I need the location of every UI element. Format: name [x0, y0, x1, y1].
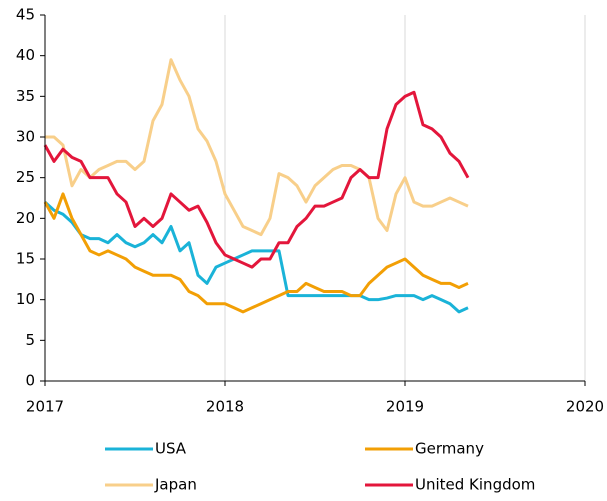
- series-line: [43, 192, 469, 314]
- y-tick-label: 35: [16, 87, 35, 105]
- legend-label: Germany: [415, 440, 484, 458]
- series-line: [43, 90, 470, 269]
- y-tick-label: 0: [25, 372, 35, 390]
- y-tick-label: 45: [16, 6, 35, 24]
- series-line: [45, 58, 469, 237]
- y-tick-label: 10: [16, 290, 35, 308]
- legend-label: USA: [155, 440, 187, 458]
- legend-label: Japan: [154, 476, 197, 494]
- legend-label: United Kingdom: [415, 476, 535, 494]
- y-tick-label: 30: [16, 128, 35, 146]
- x-tick-label: 2017: [26, 398, 64, 416]
- x-tick-label: 2020: [566, 398, 604, 416]
- y-tick-label: 20: [16, 209, 35, 227]
- series-line: [43, 200, 469, 314]
- y-tick-label: 15: [16, 250, 35, 268]
- x-tick-label: 2019: [386, 398, 424, 416]
- y-tick-label: 25: [16, 168, 35, 186]
- y-tick-label: 5: [25, 331, 35, 349]
- y-tick-label: 40: [16, 46, 35, 64]
- x-tick-label: 2018: [206, 398, 244, 416]
